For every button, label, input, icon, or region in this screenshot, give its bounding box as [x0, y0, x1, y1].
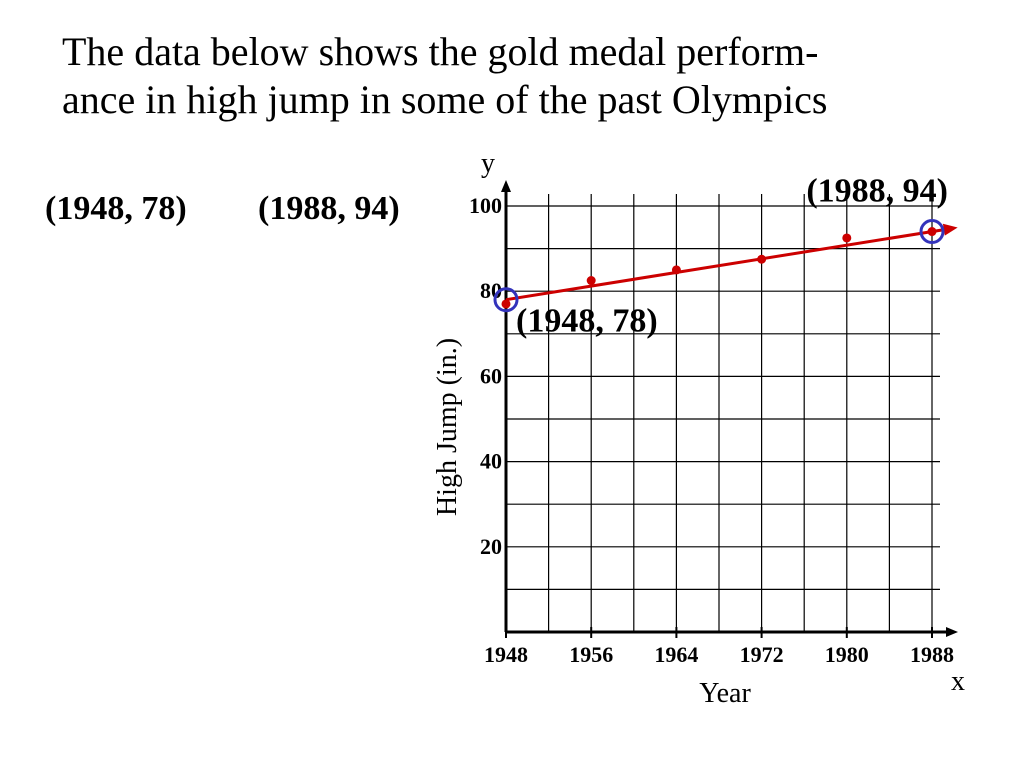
point-label-1988: (1988, 94) [258, 190, 400, 227]
x-axis-arrow [946, 627, 958, 637]
y-tick-label: 100 [469, 193, 502, 218]
axes [501, 180, 958, 638]
title-line-2: ance in high jump in some of the past Ol… [62, 77, 828, 122]
x-tick-label: 1988 [910, 642, 954, 667]
highlight-ring [493, 287, 519, 313]
data-point [671, 265, 681, 275]
y-axis-name: y [481, 148, 495, 179]
title-line-1: The data below shows the gold medal perf… [62, 29, 819, 74]
data-point [842, 233, 852, 243]
point-label-1948: (1948, 78) [45, 190, 187, 227]
slide-title: The data below shows the gold medal perf… [62, 28, 962, 124]
data-point [586, 276, 596, 286]
data-layer [493, 219, 958, 313]
fit-line [505, 226, 954, 302]
data-point [501, 299, 511, 309]
grid [506, 194, 940, 632]
y-axis-arrow [501, 180, 511, 192]
fit-line-arrow [942, 223, 958, 236]
x-tick-label: 1956 [569, 642, 613, 667]
y-axis-title: High Jump (in.) [432, 338, 463, 516]
data-point [927, 227, 937, 237]
x-tick-label: 1964 [654, 642, 698, 667]
data-point [757, 254, 767, 264]
y-tick-label: 20 [480, 534, 502, 559]
x-axis-name: x [951, 666, 965, 697]
labels: y x Year High Jump (in.) (1988, 94) (1948, 78… [432, 148, 965, 709]
annotation-1988: (1988, 94) [806, 173, 948, 210]
x-axis-title: Year [699, 678, 751, 709]
x-tick-label: 1980 [825, 642, 869, 667]
highlight-ring [919, 219, 945, 245]
y-tick-label: 40 [480, 449, 502, 474]
x-tick-label: 1948 [484, 642, 528, 667]
annotation-1948: (1948, 78) [516, 303, 658, 340]
y-tick-label: 60 [480, 363, 502, 388]
x-tick-label: 1972 [740, 642, 784, 667]
